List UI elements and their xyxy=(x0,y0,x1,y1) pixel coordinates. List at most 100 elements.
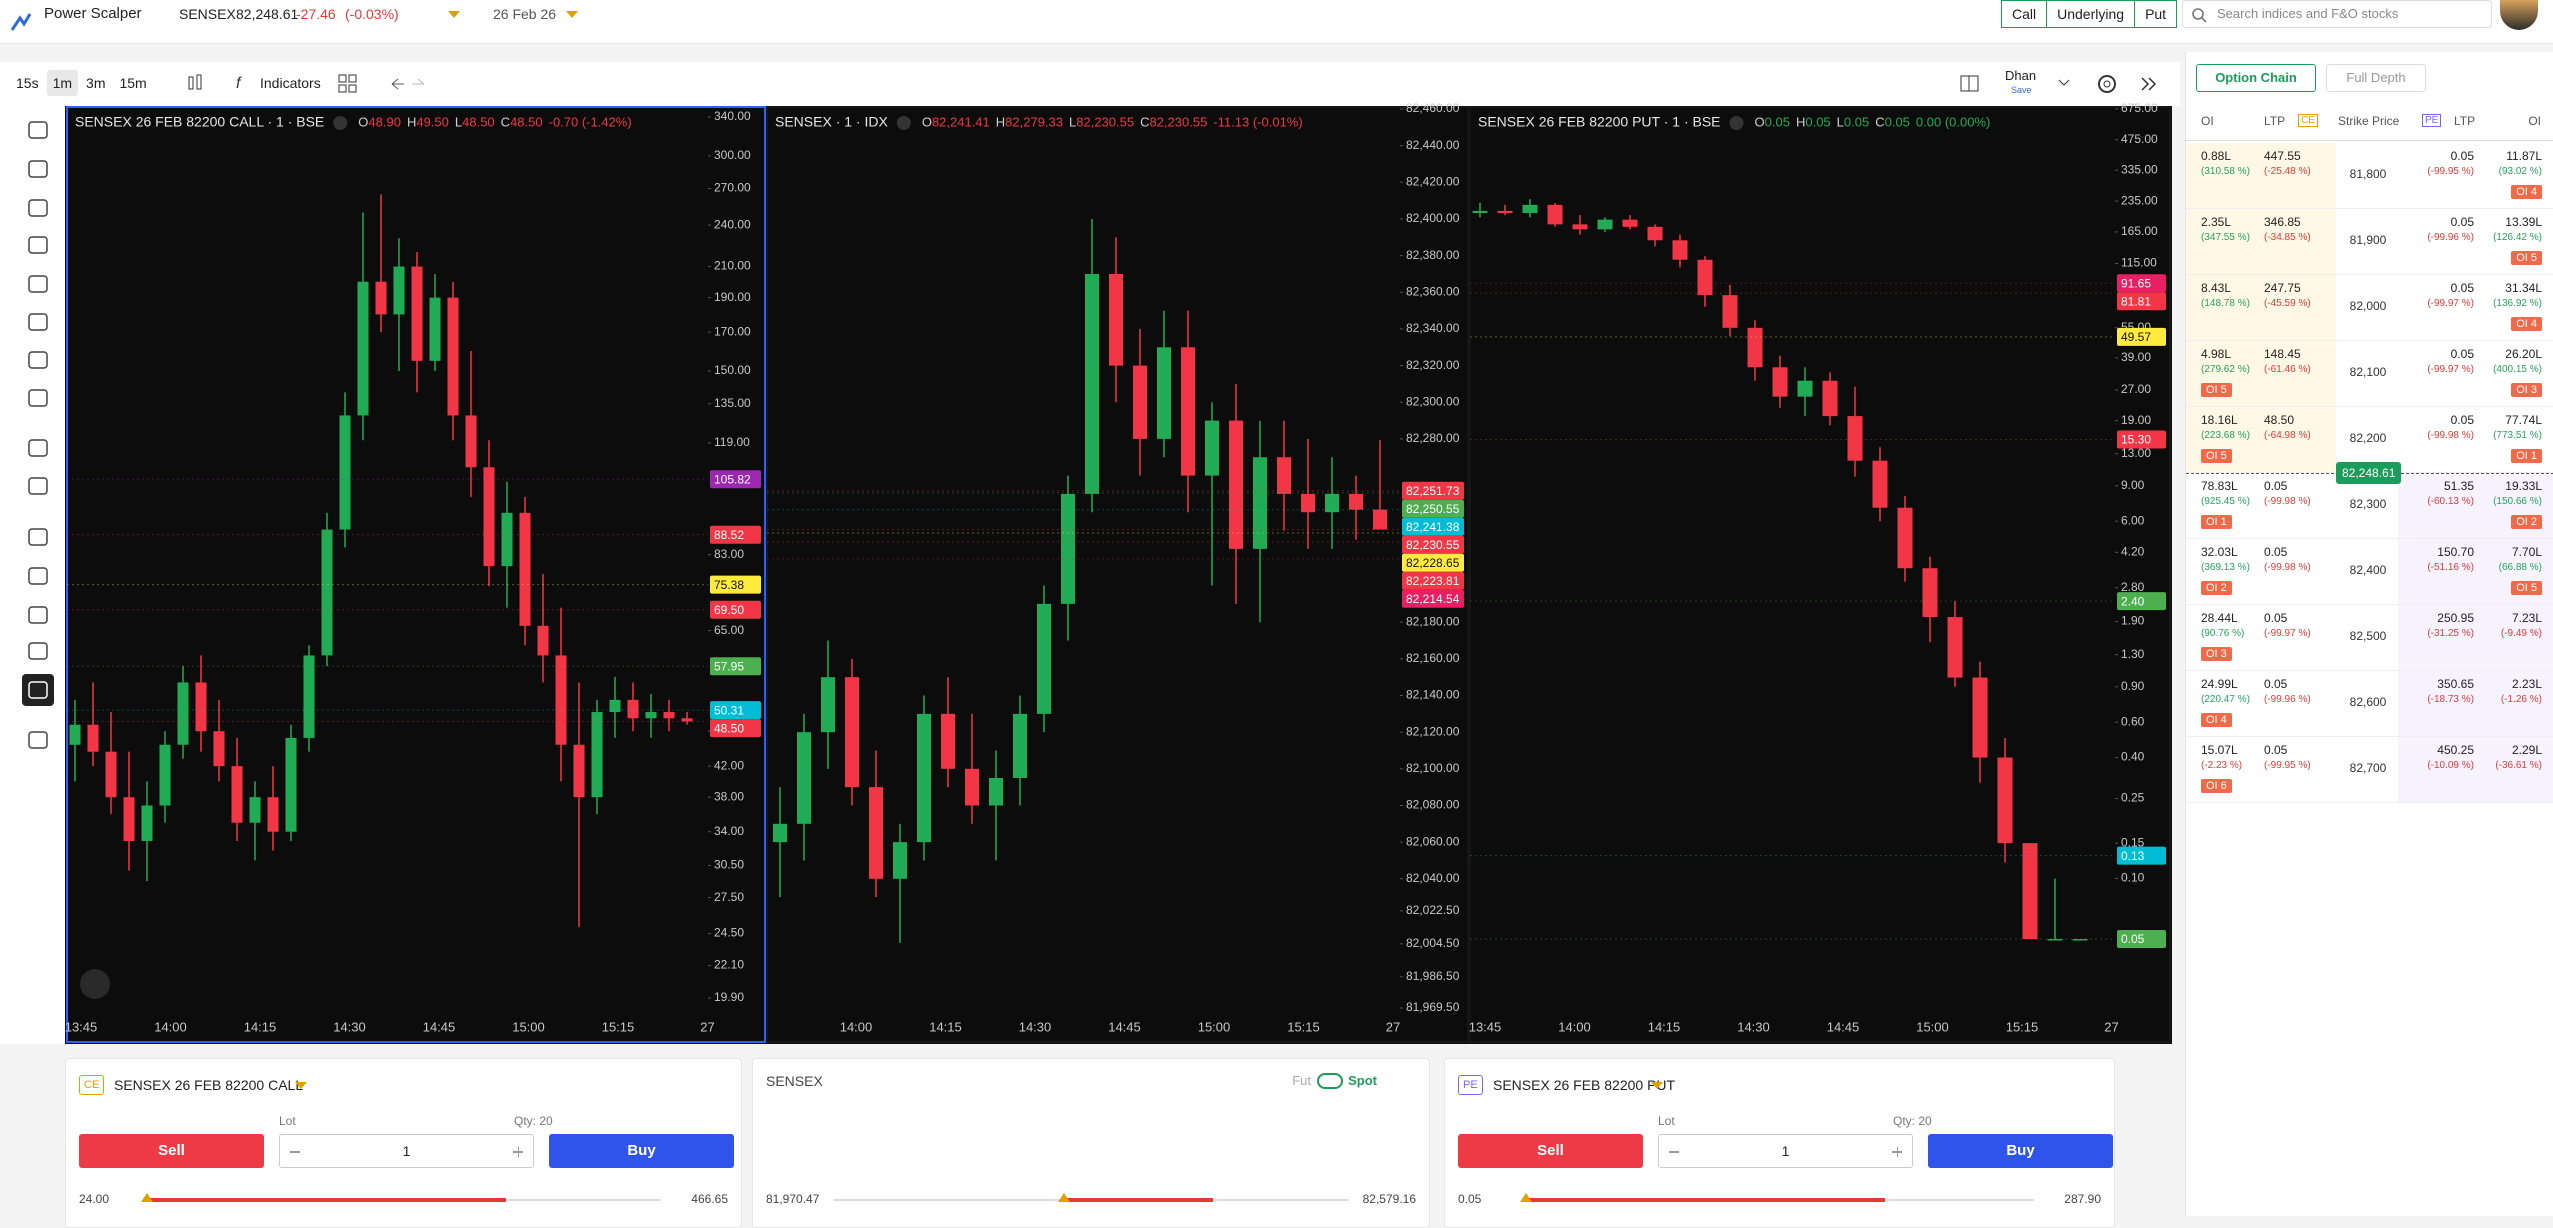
sell-button[interactable]: Sell xyxy=(1458,1134,1643,1168)
decrement[interactable] xyxy=(1669,1151,1679,1153)
interval-button[interactable]: 1m xyxy=(46,70,79,96)
strike[interactable]: 82,700 xyxy=(2349,761,2387,775)
y-tick-label: 150.00 xyxy=(714,363,751,377)
price-tag-label: 69.50 xyxy=(714,603,744,617)
price-tag xyxy=(2117,846,2166,865)
tool-icon[interactable] xyxy=(28,642,48,660)
strike[interactable]: 82,200 xyxy=(2349,431,2387,445)
candle-body xyxy=(1947,617,1963,678)
sell-button[interactable]: Sell xyxy=(79,1134,264,1168)
search-box[interactable]: Search indices and F&O stocks xyxy=(2182,0,2492,28)
price-tag xyxy=(2117,274,2166,293)
expand-icon[interactable] xyxy=(2140,76,2158,92)
strike[interactable]: 82,600 xyxy=(2349,695,2387,709)
undo-redo[interactable] xyxy=(388,76,428,92)
ohlc-key: H xyxy=(407,114,416,129)
tool-icon[interactable] xyxy=(28,236,48,254)
tool-icon[interactable] xyxy=(28,731,48,749)
range-high: 82,579.16 xyxy=(1362,1192,1416,1206)
tool-icon[interactable] xyxy=(28,681,48,699)
instrument-title[interactable]: SENSEX 26 FEB 82200 PUT xyxy=(1493,1077,1676,1093)
decrement[interactable] xyxy=(290,1151,300,1153)
y-tick-label: 240.00 xyxy=(714,217,751,231)
chart-type-icon[interactable] xyxy=(186,72,204,94)
y-tick-label: 82,160.00 xyxy=(1406,651,1460,665)
candle-body xyxy=(303,655,315,738)
status-dot xyxy=(1729,116,1744,130)
expiry[interactable]: 26 Feb 26 xyxy=(493,6,557,22)
strike[interactable]: 82,500 xyxy=(2349,629,2387,643)
mode-button[interactable]: Put xyxy=(2135,0,2178,28)
dropdown-caret[interactable] xyxy=(294,1081,308,1091)
instrument-title[interactable]: SENSEX 26 FEB 82200 CALL xyxy=(114,1077,304,1093)
strike[interactable]: 82,100 xyxy=(2349,365,2387,379)
panel-icon[interactable] xyxy=(1960,74,1980,94)
y-tick-label: 82,060.00 xyxy=(1406,834,1460,848)
save-label[interactable]: Save xyxy=(2011,85,2032,95)
candle-body xyxy=(141,805,153,842)
interval-button[interactable]: 15s xyxy=(16,75,39,91)
strike[interactable]: 82,400 xyxy=(2349,563,2387,577)
candle-body xyxy=(1922,568,1938,618)
tool-icon[interactable] xyxy=(28,160,48,178)
candle-body xyxy=(483,467,495,567)
price-tag-label: 82,214.54 xyxy=(1406,592,1460,606)
pe-oi-change: (773.51 %) xyxy=(2493,430,2542,441)
tool-icon[interactable] xyxy=(28,121,48,139)
candle-body xyxy=(1373,509,1387,530)
candle-body xyxy=(941,713,955,769)
interval-group: 15s 1m 3m 15m xyxy=(10,70,153,96)
lot-input[interactable]: 1 xyxy=(279,1134,534,1168)
top-bar: Power Scalper SENSEX 82,248.61 -27.46 (-… xyxy=(0,0,2553,44)
spot-label: Spot xyxy=(1348,1073,1377,1088)
y-tick-label: 1.90 xyxy=(2121,614,2145,628)
x-tick-label: 15:15 xyxy=(1287,1019,1320,1034)
tool-icon[interactable] xyxy=(28,477,48,495)
strike[interactable]: 82,300 xyxy=(2349,497,2387,511)
x-tick-label: 27 xyxy=(2104,1019,2118,1034)
ce-oi: 18.16L xyxy=(2201,413,2238,427)
range-marker xyxy=(141,1193,153,1202)
settings-icon[interactable] xyxy=(2095,72,2119,96)
tool-icon[interactable] xyxy=(28,199,48,217)
ohlc-change: 0.00 (0.00%) xyxy=(1916,114,1990,129)
buy-button[interactable]: Buy xyxy=(1928,1134,2113,1168)
y-tick-label: 82,100.00 xyxy=(1406,761,1460,775)
candle-body xyxy=(1181,347,1195,476)
strike[interactable]: 81,800 xyxy=(2349,167,2387,181)
symbol[interactable]: SENSEX xyxy=(179,6,236,22)
header-border xyxy=(2186,140,2553,141)
dropdown-caret[interactable] xyxy=(1650,1081,1664,1091)
tool-icon[interactable] xyxy=(28,439,48,457)
candle-body xyxy=(1325,493,1339,513)
broker[interactable]: Dhan xyxy=(2005,68,2037,83)
price-tag-label: 105.82 xyxy=(714,472,751,486)
tab[interactable]: Full Depth xyxy=(2326,64,2426,92)
toggle[interactable] xyxy=(1317,1073,1343,1089)
tool-icon[interactable] xyxy=(28,351,48,369)
tool-icon[interactable] xyxy=(28,528,48,546)
ce-ltp-change: (-25.48 %) xyxy=(2264,166,2311,177)
indicators-button[interactable]: Indicators xyxy=(260,75,321,91)
mode-button[interactable]: Underlying xyxy=(2047,0,2136,28)
buy-button[interactable]: Buy xyxy=(549,1134,734,1168)
interval-button[interactable]: 3m xyxy=(86,75,106,91)
layout-icon[interactable] xyxy=(338,74,358,94)
strike[interactable]: 81,900 xyxy=(2349,233,2387,247)
y-tick-label: 2.80 xyxy=(2121,580,2145,594)
tab[interactable]: Option Chain xyxy=(2196,64,2316,92)
dropdown-caret[interactable] xyxy=(447,10,461,20)
lot-input[interactable]: 1 xyxy=(1658,1134,1913,1168)
strike[interactable]: 82,000 xyxy=(2349,299,2387,313)
tool-icon[interactable] xyxy=(28,389,48,407)
dropdown-caret[interactable] xyxy=(2058,78,2070,88)
dropdown-caret[interactable] xyxy=(565,10,579,20)
tool-icon[interactable] xyxy=(28,567,48,585)
tool-icon[interactable] xyxy=(28,606,48,624)
interval-button[interactable]: 15m xyxy=(119,75,147,91)
column-header: LTP xyxy=(2264,114,2286,128)
mode-button[interactable]: Call xyxy=(2001,0,2048,28)
tool-icon[interactable] xyxy=(28,313,48,331)
tool-icon[interactable] xyxy=(28,275,48,293)
avatar[interactable] xyxy=(2500,0,2538,30)
